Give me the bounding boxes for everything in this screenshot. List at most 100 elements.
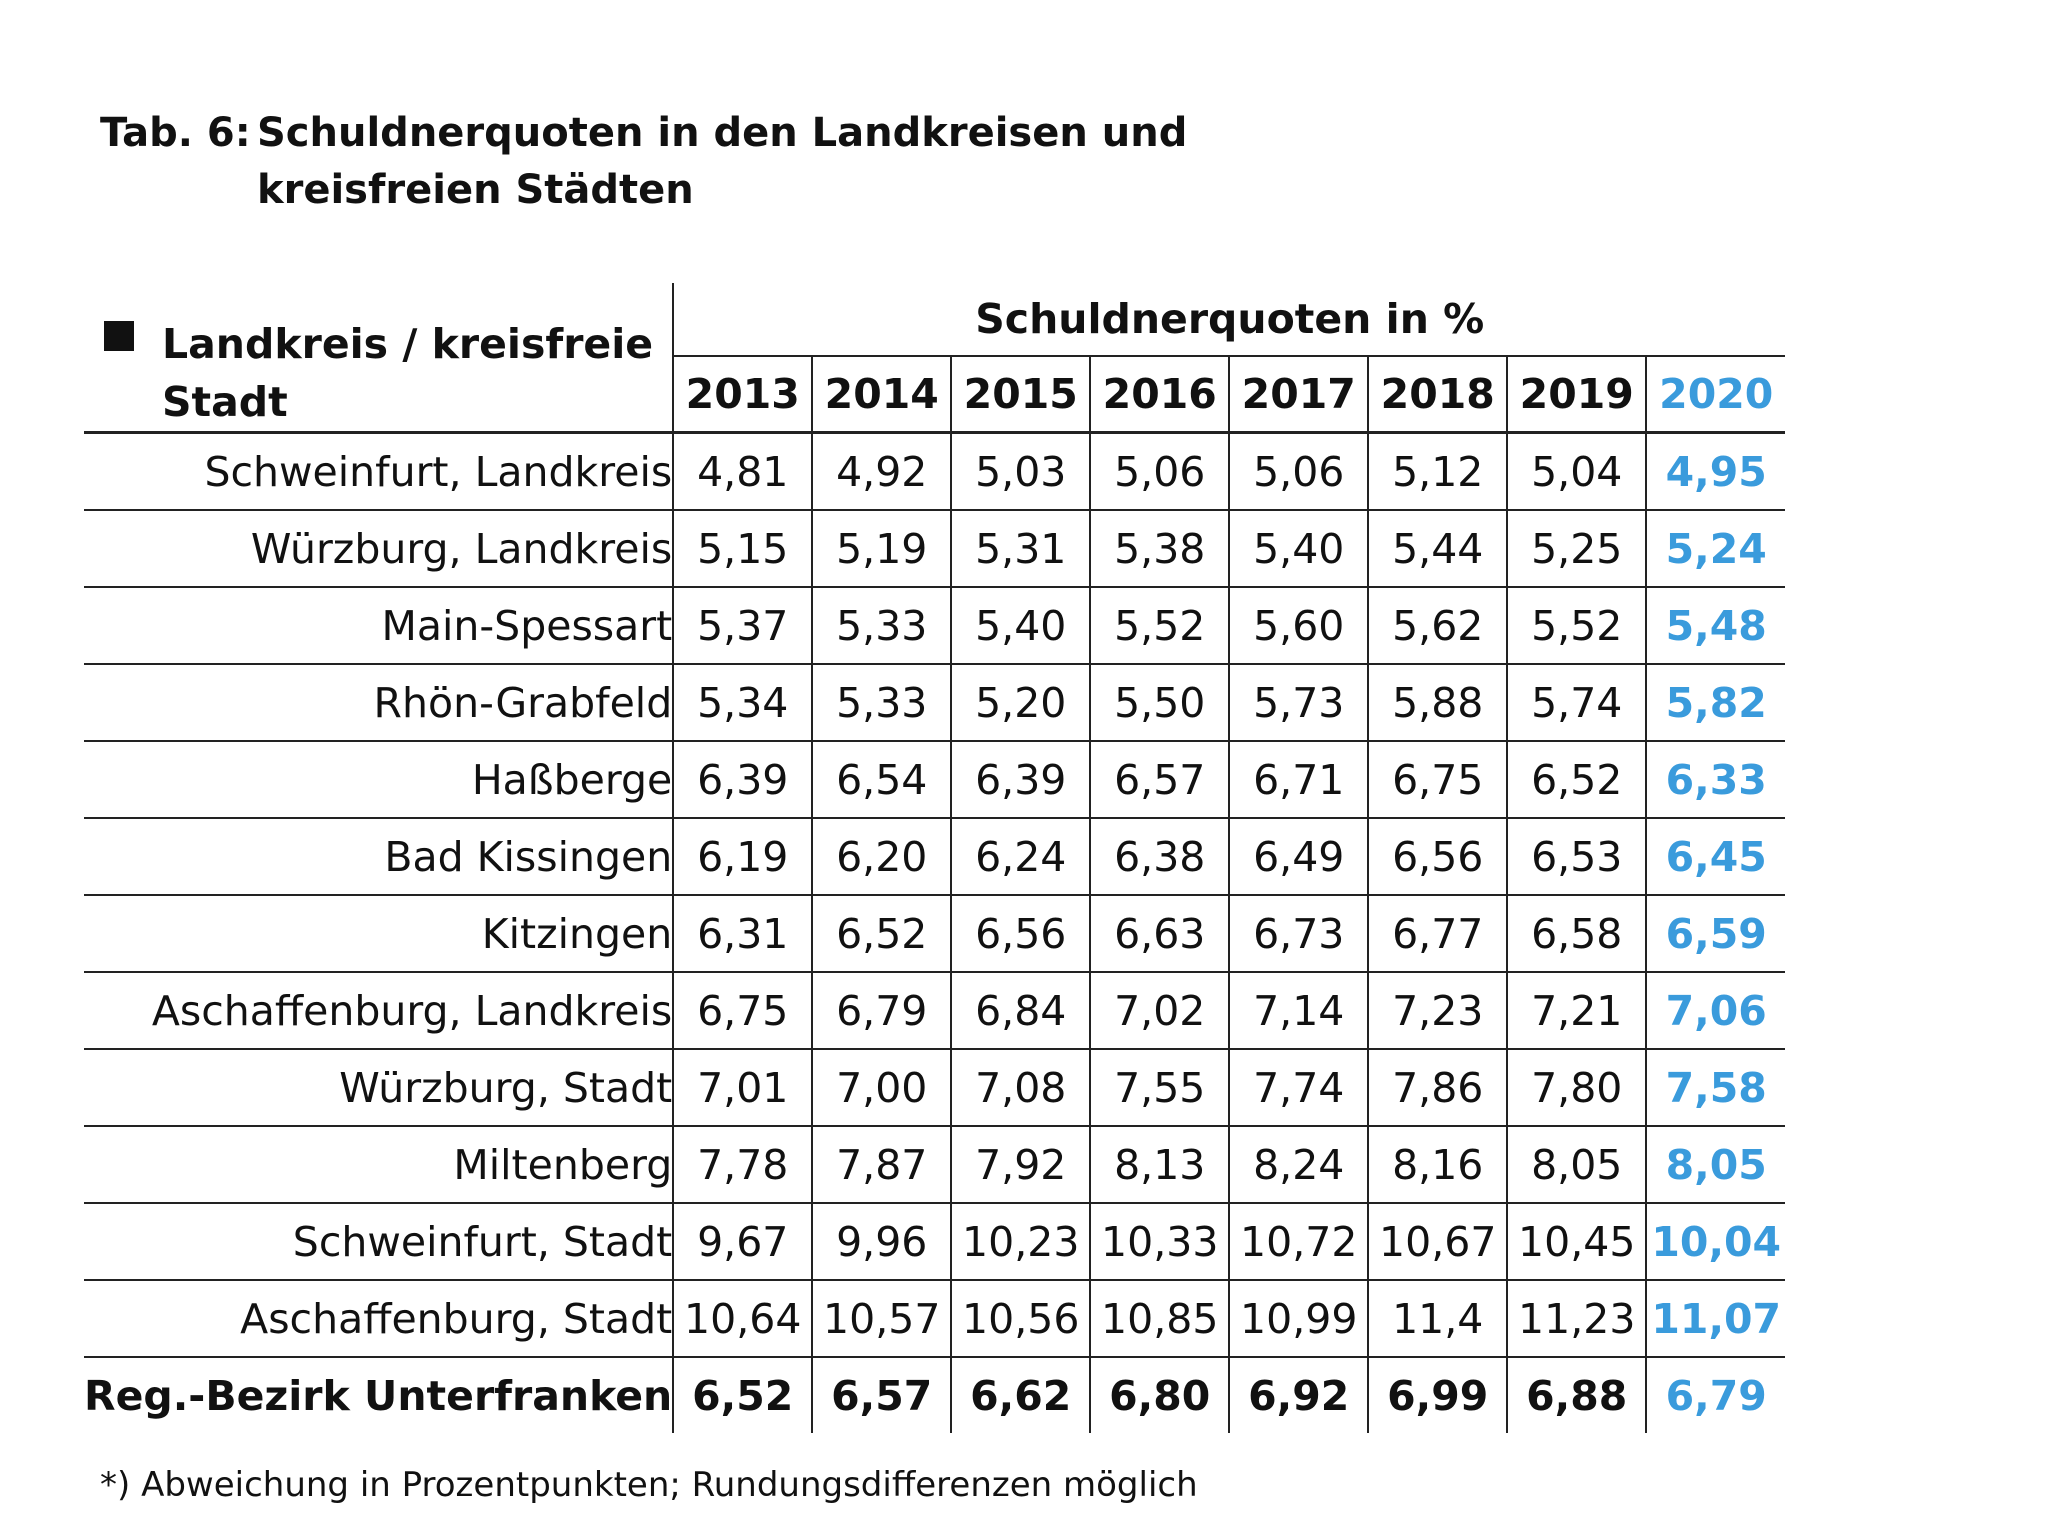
- square-bullet-icon: [104, 321, 134, 351]
- value-cell: 5,33: [811, 587, 952, 665]
- value-cell: 5,34: [672, 664, 813, 742]
- value-cell: 7,08: [950, 1049, 1091, 1127]
- group-header: Schuldnerquoten in %: [672, 283, 1786, 358]
- value-cell: 7,23: [1367, 972, 1508, 1050]
- value-cell: 6,20: [811, 818, 952, 896]
- value-cell: 6,75: [1367, 741, 1508, 819]
- value-cell: 9,67: [672, 1203, 813, 1281]
- year-header-row: 2013 2014 2015 2016 2017 2018 2019 2020: [84, 356, 1786, 435]
- corner-header-label: Landkreis / kreisfreie Stadt: [162, 320, 654, 426]
- district-name-cell: Main-Spessart: [84, 587, 674, 665]
- value-cell: 7,78: [672, 1126, 813, 1204]
- year-header: 2013: [672, 356, 813, 435]
- value-cell: 10,57: [811, 1280, 952, 1358]
- value-cell: 5,50: [1089, 664, 1230, 742]
- caption-title: Schuldnerquoten in den Landkreisen und k…: [257, 110, 1188, 213]
- value-cell-highlighted: 5,82: [1645, 664, 1786, 742]
- value-cell: 7,21: [1506, 972, 1647, 1050]
- district-name-cell: Schweinfurt, Landkreis: [84, 432, 674, 511]
- value-cell: 8,13: [1089, 1126, 1230, 1204]
- value-cell: 7,74: [1228, 1049, 1369, 1127]
- value-cell: 5,52: [1506, 587, 1647, 665]
- value-cell: 8,16: [1367, 1126, 1508, 1204]
- district-name-cell: Schweinfurt, Stadt: [84, 1203, 674, 1281]
- value-cell: 7,14: [1228, 972, 1369, 1050]
- value-cell: 7,00: [811, 1049, 952, 1127]
- table-row: Miltenberg 7,78 7,87 7,92 8,13 8,24 8,16 8,05 8,…: [84, 1126, 1786, 1204]
- value-cell: 6,38: [1089, 818, 1230, 896]
- year-header: 2019: [1506, 356, 1647, 435]
- value-cell: 10,72: [1228, 1203, 1369, 1281]
- value-cell: 6,39: [950, 741, 1091, 819]
- value-cell: 6,80: [1089, 1357, 1230, 1433]
- table-row: Würzburg, Landkreis 5,15 5,19 5,31 5,38 5,40 5…: [84, 510, 1786, 588]
- value-cell: 6,52: [672, 1357, 813, 1433]
- table-row: Main-Spessart 5,37 5,33 5,40 5,52 5,60 5,62 5,5…: [84, 587, 1786, 665]
- value-cell: 5,04: [1506, 432, 1647, 511]
- value-cell-highlighted: 6,79: [1645, 1357, 1786, 1433]
- value-cell-highlighted: 7,58: [1645, 1049, 1786, 1127]
- value-cell: 7,80: [1506, 1049, 1647, 1127]
- value-cell: 6,75: [672, 972, 813, 1050]
- caption-label: Tab. 6:: [100, 110, 251, 156]
- value-cell: 6,71: [1228, 741, 1369, 819]
- total-row: Reg.-Bezirk Unterfranken 6,52 6,57 6,62 6,80…: [84, 1357, 1786, 1433]
- district-name-cell: Aschaffenburg, Stadt: [84, 1280, 674, 1358]
- value-cell: 6,56: [950, 895, 1091, 973]
- value-cell: 5,60: [1228, 587, 1369, 665]
- value-cell: 7,92: [950, 1126, 1091, 1204]
- year-header: 2014: [811, 356, 952, 435]
- district-name-cell: Bad Kissingen: [84, 818, 674, 896]
- table-row: Aschaffenburg, Landkreis 6,75 6,79 6,84 7,02…: [84, 972, 1786, 1050]
- value-cell: 7,87: [811, 1126, 952, 1204]
- value-cell: 9,96: [811, 1203, 952, 1281]
- value-cell: 10,45: [1506, 1203, 1647, 1281]
- value-cell: 6,63: [1089, 895, 1230, 973]
- value-cell: 5,33: [811, 664, 952, 742]
- value-cell: 6,88: [1506, 1357, 1647, 1433]
- value-cell: 6,19: [672, 818, 813, 896]
- value-cell: 6,73: [1228, 895, 1369, 973]
- value-cell: 8,05: [1506, 1126, 1647, 1204]
- value-cell: 6,57: [1089, 741, 1230, 819]
- district-name-cell: Würzburg, Stadt: [84, 1049, 674, 1127]
- value-cell: 5,03: [950, 432, 1091, 511]
- corner-header: Landkreis / kreisfreie Stadt: [84, 283, 674, 434]
- value-cell: 5,19: [811, 510, 952, 588]
- value-cell: 5,40: [950, 587, 1091, 665]
- value-cell-highlighted: 8,05: [1645, 1126, 1786, 1204]
- value-cell-highlighted: 5,24: [1645, 510, 1786, 588]
- table-row: Haßberge 6,39 6,54 6,39 6,57 6,71 6,75 6,52 6,33: [84, 741, 1786, 819]
- value-cell: 5,74: [1506, 664, 1647, 742]
- value-cell: 7,02: [1089, 972, 1230, 1050]
- value-cell: 6,53: [1506, 818, 1647, 896]
- value-cell: 5,37: [672, 587, 813, 665]
- value-cell: 10,99: [1228, 1280, 1369, 1358]
- value-cell: 6,49: [1228, 818, 1369, 896]
- value-cell-highlighted: 5,48: [1645, 587, 1786, 665]
- year-header: 2016: [1089, 356, 1230, 435]
- value-cell: 7,55: [1089, 1049, 1230, 1127]
- value-cell: 6,92: [1228, 1357, 1369, 1433]
- value-cell: 6,84: [950, 972, 1091, 1050]
- value-cell: 7,01: [672, 1049, 813, 1127]
- table-row: Würzburg, Stadt 7,01 7,00 7,08 7,55 7,74 7,86 7…: [84, 1049, 1786, 1127]
- district-name-cell: Haßberge: [84, 741, 674, 819]
- value-cell: 8,24: [1228, 1126, 1369, 1204]
- table-row: Aschaffenburg, Stadt 10,64 10,57 10,56 10,85…: [84, 1280, 1786, 1358]
- value-cell-highlighted: 6,59: [1645, 895, 1786, 973]
- value-cell: 6,54: [811, 741, 952, 819]
- value-cell: 7,86: [1367, 1049, 1508, 1127]
- value-cell-highlighted: 11,07: [1645, 1280, 1786, 1358]
- value-cell-highlighted: 4,95: [1645, 432, 1786, 511]
- table-body: Schweinfurt, Landkreis 4,81 4,92 5,03 5,06 5,…: [84, 432, 1786, 1433]
- value-cell: 4,92: [811, 432, 952, 511]
- value-cell: 5,06: [1228, 432, 1369, 511]
- year-header: 2017: [1228, 356, 1369, 435]
- value-cell: 5,31: [950, 510, 1091, 588]
- value-cell: 6,58: [1506, 895, 1647, 973]
- value-cell: 5,40: [1228, 510, 1369, 588]
- district-name-cell: Miltenberg: [84, 1126, 674, 1204]
- value-cell: 5,15: [672, 510, 813, 588]
- footnote: *) Abweichung in Prozentpunkten; Rundung…: [100, 1465, 1198, 1505]
